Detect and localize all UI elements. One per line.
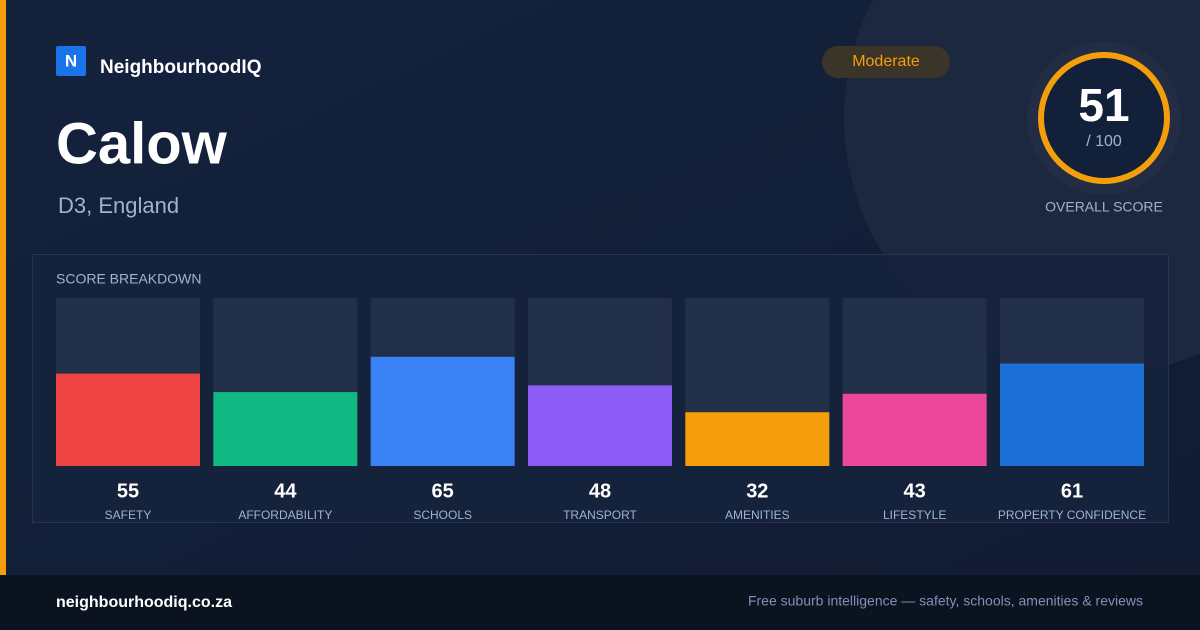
category-label: SCHOOLS: [413, 508, 472, 522]
logo: [56, 46, 86, 76]
value-label: 48: [589, 480, 611, 502]
value-label: 61: [1061, 480, 1083, 502]
chart-title: SCORE BREAKDOWN: [56, 271, 201, 287]
bar: [527, 385, 672, 466]
value-label: 55: [117, 480, 139, 502]
footer-site: neighbourhoodiq.co.za: [56, 594, 232, 611]
bar: [370, 356, 515, 466]
bar: [56, 373, 200, 466]
category-label: AMENITIES: [725, 508, 790, 522]
brand-name: NeighbourhoodIQ: [100, 57, 261, 78]
footer: [0, 575, 1200, 630]
category-label: SAFETY: [105, 508, 152, 522]
category-label: TRANSPORT: [563, 508, 637, 522]
score-ring: [1038, 52, 1170, 184]
value-label: 43: [904, 480, 926, 502]
place-region: D3, England: [58, 193, 179, 218]
value-label: 44: [274, 480, 297, 502]
bar: [213, 392, 358, 466]
bar: [842, 393, 987, 466]
badge-text: Moderate: [852, 53, 920, 70]
overall-score: 51: [1078, 79, 1129, 131]
footer-tagline: Free suburb intelligence — safety, schoo…: [748, 593, 1143, 609]
category-label: AFFORDABILITY: [238, 508, 332, 522]
accent-strip: [0, 0, 6, 575]
badge: [822, 46, 950, 78]
place-name: Calow: [56, 111, 228, 176]
value-label: 32: [746, 480, 768, 502]
value-label: 65: [432, 480, 454, 502]
logo-letter: N: [65, 51, 77, 70]
overall-out-of: / 100: [1086, 133, 1122, 150]
bar: [685, 412, 830, 466]
category-label: LIFESTYLE: [883, 508, 946, 522]
overall-label: OVERALL SCORE: [1045, 199, 1163, 215]
bar: [999, 363, 1144, 466]
category-label: PROPERTY CONFIDENCE: [998, 508, 1146, 522]
